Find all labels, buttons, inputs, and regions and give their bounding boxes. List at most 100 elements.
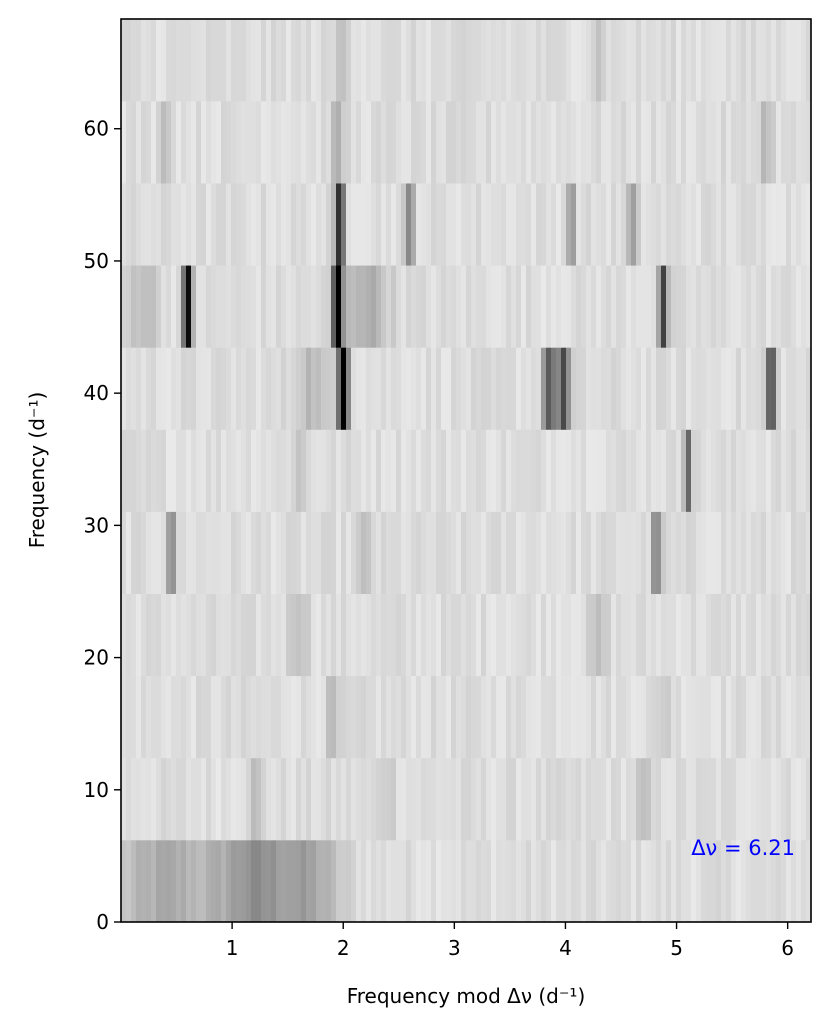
echelle-bin [481, 675, 487, 759]
echelle-bin [741, 675, 747, 759]
echelle-bin [701, 347, 707, 430]
echelle-bin [236, 100, 242, 184]
echelle-bin [726, 19, 732, 102]
echelle-bin [776, 675, 782, 759]
echelle-bin [471, 347, 477, 430]
echelle-bin [186, 183, 192, 266]
echelle-bin [351, 757, 357, 841]
echelle-bin [456, 839, 462, 923]
echelle-bin [681, 100, 687, 184]
echelle-bin [131, 593, 137, 677]
echelle-bin [526, 347, 532, 430]
echelle-bin [356, 100, 362, 184]
echelle-bin [281, 839, 287, 923]
echelle-bin [206, 19, 212, 102]
echelle-bin [666, 757, 672, 841]
echelle-bin [781, 429, 787, 512]
echelle-bin [776, 19, 782, 102]
echelle-bin [191, 511, 197, 594]
echelle-bin [271, 675, 277, 759]
echelle-bin [561, 839, 567, 923]
echelle-bin [156, 675, 162, 759]
echelle-bin [471, 757, 477, 841]
echelle-bin [431, 675, 437, 759]
echelle-bin [461, 429, 467, 512]
echelle-bin [256, 511, 262, 594]
echelle-bin [631, 511, 637, 594]
echelle-bin [771, 265, 777, 348]
echelle-bin [681, 265, 687, 348]
echelle-bin [751, 757, 757, 841]
echelle-bin [576, 183, 582, 266]
echelle-bin [211, 511, 217, 594]
echelle-bin [446, 839, 452, 923]
echelle-bin [286, 100, 292, 184]
echelle-bin [711, 19, 717, 102]
echelle-bin [596, 183, 602, 266]
echelle-bin [341, 183, 347, 266]
echelle-bin [181, 19, 187, 102]
echelle-bin [396, 183, 402, 266]
echelle-bin [611, 183, 617, 266]
echelle-bin [381, 183, 387, 266]
echelle-bin [311, 675, 317, 759]
echelle-bin [146, 265, 152, 348]
echelle-bin [516, 511, 522, 594]
echelle-bin [221, 100, 227, 184]
echelle-bin [161, 183, 167, 266]
echelle-bin [246, 429, 252, 512]
echelle-bin [341, 265, 347, 348]
echelle-bin [551, 100, 557, 184]
echelle-bin [346, 675, 352, 759]
echelle-bin [276, 839, 282, 923]
echelle-bin [571, 19, 577, 102]
echelle-bin [301, 19, 307, 102]
plot-frame [120, 18, 812, 923]
echelle-bin [171, 265, 177, 348]
echelle-bin [381, 593, 387, 677]
echelle-bin [736, 183, 742, 266]
echelle-bin [206, 429, 212, 512]
echelle-bin [326, 429, 332, 512]
echelle-bin [756, 675, 762, 759]
echelle-bin [411, 429, 417, 512]
echelle-bin [626, 19, 632, 102]
echelle-bin [571, 511, 577, 594]
echelle-bin [706, 511, 712, 594]
echelle-bin [576, 757, 582, 841]
echelle-bin [666, 347, 672, 430]
echelle-bin [746, 511, 752, 594]
echelle-bin [651, 757, 657, 841]
echelle-bin [306, 429, 312, 512]
echelle-bin [266, 183, 272, 266]
echelle-bin [526, 265, 532, 348]
echelle-bin [206, 100, 212, 184]
echelle-bin [676, 19, 682, 102]
echelle-bin [201, 757, 207, 841]
echelle-bin [401, 839, 407, 923]
echelle-bin [561, 511, 567, 594]
echelle-bin [676, 265, 682, 348]
echelle-bin [531, 675, 537, 759]
echelle-bin [261, 839, 267, 923]
echelle-bin [186, 757, 192, 841]
echelle-bin [336, 347, 342, 430]
echelle-bin [456, 265, 462, 348]
echelle-bin [471, 100, 477, 184]
y-tick-label: 0 [96, 910, 109, 934]
echelle-bin [676, 839, 682, 923]
echelle-bin [386, 265, 392, 348]
echelle-bin [461, 593, 467, 677]
echelle-bin [746, 839, 752, 923]
echelle-bin [416, 183, 422, 266]
echelle-bin [646, 347, 652, 430]
echelle-bin [781, 757, 787, 841]
echelle-bin [746, 757, 752, 841]
echelle-bin [261, 593, 267, 677]
echelle-bin [231, 429, 237, 512]
echelle-bin [361, 429, 367, 512]
echelle-bin [506, 511, 512, 594]
echelle-bin [421, 183, 427, 266]
echelle-bin [571, 100, 577, 184]
echelle-bin [686, 19, 692, 102]
